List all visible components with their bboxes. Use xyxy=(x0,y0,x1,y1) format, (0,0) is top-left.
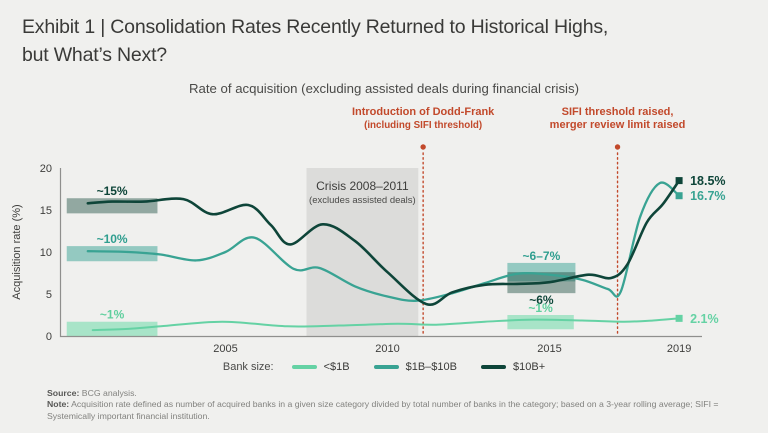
event-annotation-subtitle: (including SIFI threshold) xyxy=(364,120,483,131)
event-annotation-subtitle: merger review limit raised xyxy=(549,119,686,131)
event-annotation-sifi-raised: SIFI threshold raised, merger review lim… xyxy=(550,106,686,132)
note-text: Acquisition rate defined as number of ac… xyxy=(47,399,719,421)
event-annotation-title: SIFI threshold raised, xyxy=(561,106,674,118)
method-note: Note: Acquisition rate defined as number… xyxy=(47,399,755,422)
axes xyxy=(59,168,702,338)
legend-swatch-1b xyxy=(291,365,317,369)
crisis-region xyxy=(306,168,419,336)
legend-label-10b: $10B+ xyxy=(513,361,546,373)
band-label-1: ~10% xyxy=(97,232,128,246)
series-line-10b xyxy=(86,179,681,306)
crisis-region-sublabel: (excludes assisted deals) xyxy=(309,195,416,206)
band-label-5: ~1% xyxy=(528,301,553,315)
x-tick-label: 2015 xyxy=(537,343,561,355)
legend-item-10b: $10B+ xyxy=(481,361,545,373)
series-line-1b-10b xyxy=(86,181,681,302)
series-end-label-10b: 18.5% xyxy=(690,174,725,188)
series-marker-1b-10b xyxy=(675,192,683,200)
band-label-3: ~6–7% xyxy=(523,249,561,263)
exhibit-title-line2: but What’s Next? xyxy=(22,44,167,66)
band-label-0: ~15% xyxy=(97,184,128,198)
legend-item-1b-10b: $1B–$10B xyxy=(373,361,457,373)
note-label: Note: xyxy=(47,399,70,410)
legend-item-1b: <$1B xyxy=(291,361,350,373)
y-tick-label: 15 xyxy=(40,205,52,217)
event-dot-1 xyxy=(614,144,621,150)
y-tick-label: 0 xyxy=(46,331,52,343)
series-marker-10b xyxy=(675,177,683,185)
x-tick-label: 2005 xyxy=(213,343,237,355)
highlight-band-5 xyxy=(507,315,574,330)
event-annotation-dodd-frank: Introduction of Dodd-Frank (including SI… xyxy=(352,106,494,132)
highlight-band-1 xyxy=(66,246,158,262)
event-dot-0 xyxy=(420,144,426,150)
source-label: Source: xyxy=(47,388,80,398)
y-axis-title: Acquisition rate (%) xyxy=(11,204,23,299)
legend-label-1b: <$1B xyxy=(323,361,350,373)
chart-legend: Bank size: <$1B $1B–$10B $10B+ xyxy=(0,361,768,373)
y-tick-label: 10 xyxy=(40,247,52,259)
exhibit-title: Exhibit 1 | Consolidation Rates Recently… xyxy=(22,13,608,69)
band-label-4: ~6% xyxy=(529,293,554,307)
series-end-label-1b-10b: 16.7% xyxy=(690,189,725,203)
series-marker-1b xyxy=(675,314,683,322)
exhibit-title-line1: Exhibit 1 | Consolidation Rates Recently… xyxy=(22,16,609,38)
footnotes: Source: BCG analysis. Note: Acquisition … xyxy=(47,388,755,422)
y-tick-label: 5 xyxy=(46,289,52,301)
event-annotation-title: Introduction of Dodd-Frank xyxy=(351,106,495,118)
crisis-region-label: Crisis 2008–2011 xyxy=(316,179,409,193)
x-tick-label: 2019 xyxy=(667,343,691,355)
chart-subtitle: Rate of acquisition (excluding assisted … xyxy=(189,81,579,96)
y-tick-label: 20 xyxy=(40,163,52,175)
legend-swatch-1b-10b xyxy=(373,365,399,369)
band-label-2: ~1% xyxy=(100,308,125,322)
legend-swatch-10b xyxy=(481,365,506,369)
x-tick-label: 2010 xyxy=(375,343,399,355)
series-end-label-1b: 2.1% xyxy=(690,312,719,326)
legend-label-1b-10b: $1B–$10B xyxy=(405,361,457,373)
source-text: BCG analysis. xyxy=(81,388,137,398)
source-note: Source: BCG analysis. xyxy=(47,388,755,399)
legend-title: Bank size: xyxy=(222,361,274,373)
series-line-1b xyxy=(91,317,681,332)
